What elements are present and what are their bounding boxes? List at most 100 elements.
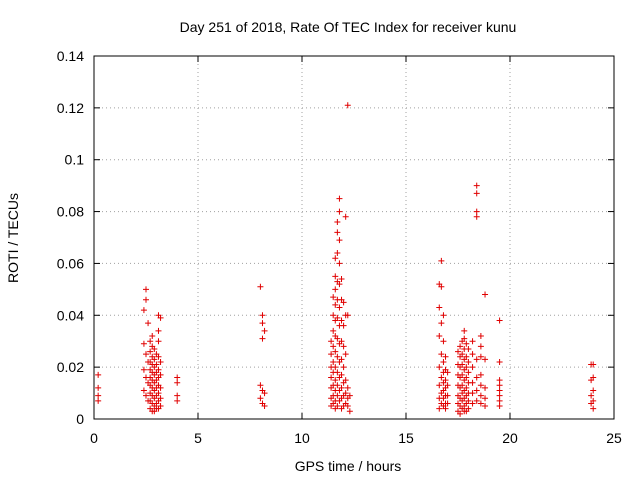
- data-point: [342, 213, 349, 220]
- data-point: [261, 403, 268, 410]
- data-point: [455, 348, 461, 355]
- data-point: [496, 397, 503, 404]
- data-point: [473, 374, 480, 381]
- tick-layer: 0 5 10 15 20 25 0 0.02 0.04 0.06 0.08 0.1 0.12 0.14: [57, 48, 622, 446]
- data-point: [95, 384, 102, 391]
- data-point: [496, 377, 503, 384]
- data-point: [436, 382, 443, 389]
- data-point: [482, 384, 489, 391]
- data-point: [473, 208, 480, 215]
- data-point: [332, 286, 339, 293]
- data-point: [442, 353, 449, 360]
- data-point: [440, 338, 447, 345]
- data-point: [174, 392, 181, 399]
- data-point: [157, 358, 164, 365]
- data-point: [496, 317, 503, 324]
- data-point: [151, 356, 158, 363]
- data-point: [440, 312, 447, 319]
- data-point: [259, 312, 266, 319]
- data-point: [330, 312, 337, 319]
- data-point: [257, 382, 264, 389]
- data-point: [444, 369, 451, 376]
- data-point: [334, 382, 341, 389]
- data-point: [342, 390, 349, 397]
- data-point: [336, 195, 343, 202]
- data-point: [336, 260, 343, 267]
- data-point: [344, 403, 351, 410]
- data-point: [338, 356, 345, 363]
- data-point: [442, 377, 449, 384]
- data-point: [344, 384, 351, 391]
- data-point: [328, 338, 335, 345]
- data-point: [469, 390, 476, 397]
- data-point: [438, 320, 445, 327]
- data-point: [155, 390, 162, 397]
- data-point: [457, 410, 464, 417]
- data-point: [469, 379, 476, 386]
- data-point: [473, 182, 480, 189]
- data-point: [463, 374, 470, 381]
- data-point: [459, 382, 466, 389]
- y-tick-label: 0.14: [57, 48, 84, 64]
- data-point: [477, 392, 484, 399]
- data-point: [257, 283, 264, 290]
- data-point: [477, 333, 484, 340]
- data-point: [473, 190, 480, 197]
- data-point: [330, 343, 337, 350]
- data-point: [334, 314, 341, 321]
- chart-title: Day 251 of 2018, Rate Of TEC Index for r…: [180, 19, 517, 35]
- y-tick-label: 0.02: [57, 359, 84, 375]
- data-point: [259, 335, 266, 342]
- data-point: [459, 351, 466, 358]
- data-point: [477, 371, 484, 378]
- data-point: [588, 377, 595, 384]
- data-point: [461, 327, 468, 334]
- data-point: [465, 405, 472, 412]
- data-point: [334, 369, 341, 376]
- x-tick-label: 15: [398, 430, 414, 446]
- data-point: [261, 327, 268, 334]
- data-point: [338, 384, 345, 391]
- data-point: [588, 392, 595, 399]
- data-point: [438, 351, 445, 358]
- data-point: [334, 250, 341, 257]
- data-point: [151, 345, 158, 352]
- data-point: [140, 340, 147, 347]
- data-point: [332, 301, 339, 308]
- x-axis-label: GPS time / hours: [295, 458, 402, 474]
- data-point: [261, 390, 268, 397]
- data-point: [340, 299, 347, 306]
- data-point: [459, 371, 466, 378]
- data-point: [463, 340, 470, 347]
- x-tick-label: 0: [90, 430, 98, 446]
- data-point: [338, 338, 345, 345]
- x-tick-label: 5: [194, 430, 202, 446]
- data-point: [143, 351, 149, 358]
- data-point: [328, 351, 335, 358]
- data-point: [334, 218, 341, 225]
- y-tick-label: 0.06: [57, 255, 84, 271]
- data-point: [140, 366, 147, 373]
- data-point: [463, 384, 470, 391]
- data-point: [340, 322, 347, 329]
- data-point: [463, 353, 470, 360]
- data-point: [465, 397, 472, 404]
- y-tick-label: 0.1: [65, 152, 85, 168]
- data-point: [332, 348, 339, 355]
- data-point: [332, 255, 339, 262]
- data-point: [436, 405, 443, 412]
- data-point: [482, 356, 489, 363]
- data-point: [147, 338, 154, 345]
- data-point: [338, 371, 345, 378]
- data-point: [342, 351, 349, 358]
- data-point: [436, 333, 443, 340]
- data-point: [259, 320, 266, 327]
- data-point: [340, 343, 347, 350]
- data-point: [157, 384, 164, 391]
- data-point: [465, 358, 472, 365]
- data-point: [477, 343, 484, 350]
- data-point: [588, 400, 595, 407]
- data-point: [496, 387, 503, 394]
- data-point: [473, 213, 480, 220]
- data-point: [457, 343, 464, 350]
